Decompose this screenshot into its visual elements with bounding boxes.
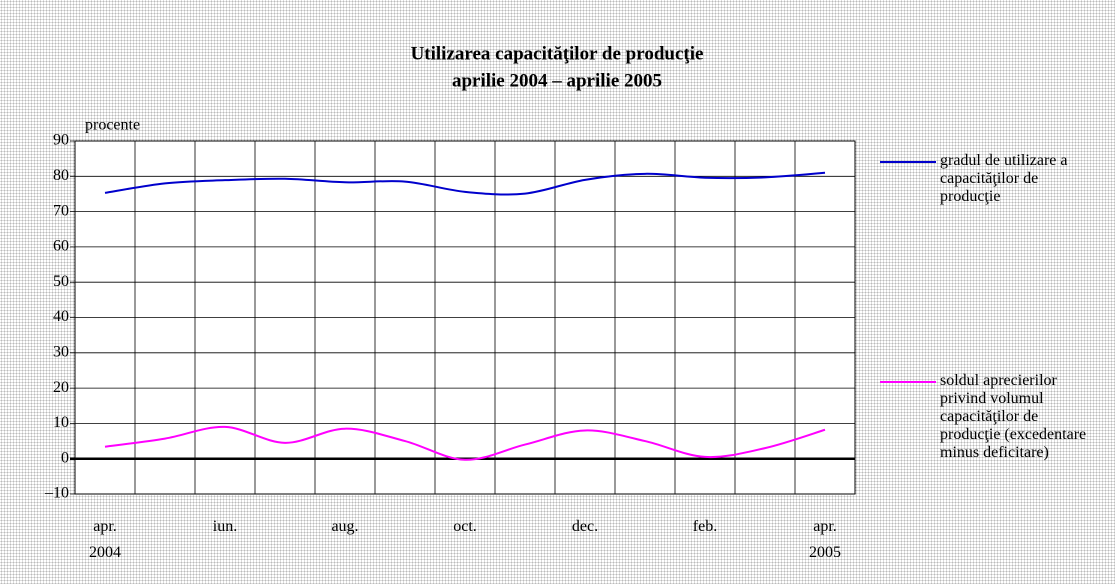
y-tick-label: –10: [44, 485, 69, 502]
x-tick-label-line: aug.: [331, 518, 358, 535]
x-tick-label-line: feb.: [693, 518, 717, 535]
x-tick-label: apr. 2005: [809, 518, 841, 561]
y-tick-label: 20: [53, 379, 69, 396]
x-tick-label-line: apr.: [813, 518, 837, 535]
y-tick-label: 50: [53, 273, 69, 290]
y-axis-label: procente: [85, 117, 140, 134]
x-tick-label: apr. 2004: [89, 518, 121, 561]
series-line: [104, 425, 826, 461]
y-tick-label: 0: [61, 449, 69, 466]
y-tick-label: 10: [53, 414, 69, 431]
x-tick-label-line: 2004: [89, 544, 121, 561]
y-tick-label: 70: [53, 202, 69, 219]
x-tick-label: dec.: [572, 518, 598, 535]
x-tick-label: oct.: [453, 518, 477, 535]
chart-subtitle: aprilie 2004 – aprilie 2005: [452, 70, 662, 91]
y-tick-label: 90: [53, 132, 69, 149]
legend-label: gradul de utilizare a capacităţilor de p…: [940, 152, 1068, 205]
x-tick-label-line: iun.: [213, 518, 237, 535]
y-tick-label: 60: [53, 238, 69, 255]
y-tick-label: 80: [53, 167, 69, 184]
y-tick-label: 40: [53, 308, 69, 325]
series-line: [104, 171, 826, 196]
x-tick-label-line: dec.: [572, 518, 598, 535]
x-tick-label-line: oct.: [453, 518, 477, 535]
y-tick-label: 30: [53, 343, 69, 360]
legend-label: soldul aprecierilor privind volumul capa…: [940, 372, 1087, 461]
x-tick-label: aug.: [331, 518, 358, 535]
chart-title: Utilizarea capacităţilor de producţie: [411, 43, 704, 64]
x-tick-label: feb.: [693, 518, 717, 535]
x-tick-label-line: apr.: [93, 518, 117, 535]
x-tick-label: iun.: [213, 518, 237, 535]
x-tick-label-line: 2005: [809, 544, 841, 561]
